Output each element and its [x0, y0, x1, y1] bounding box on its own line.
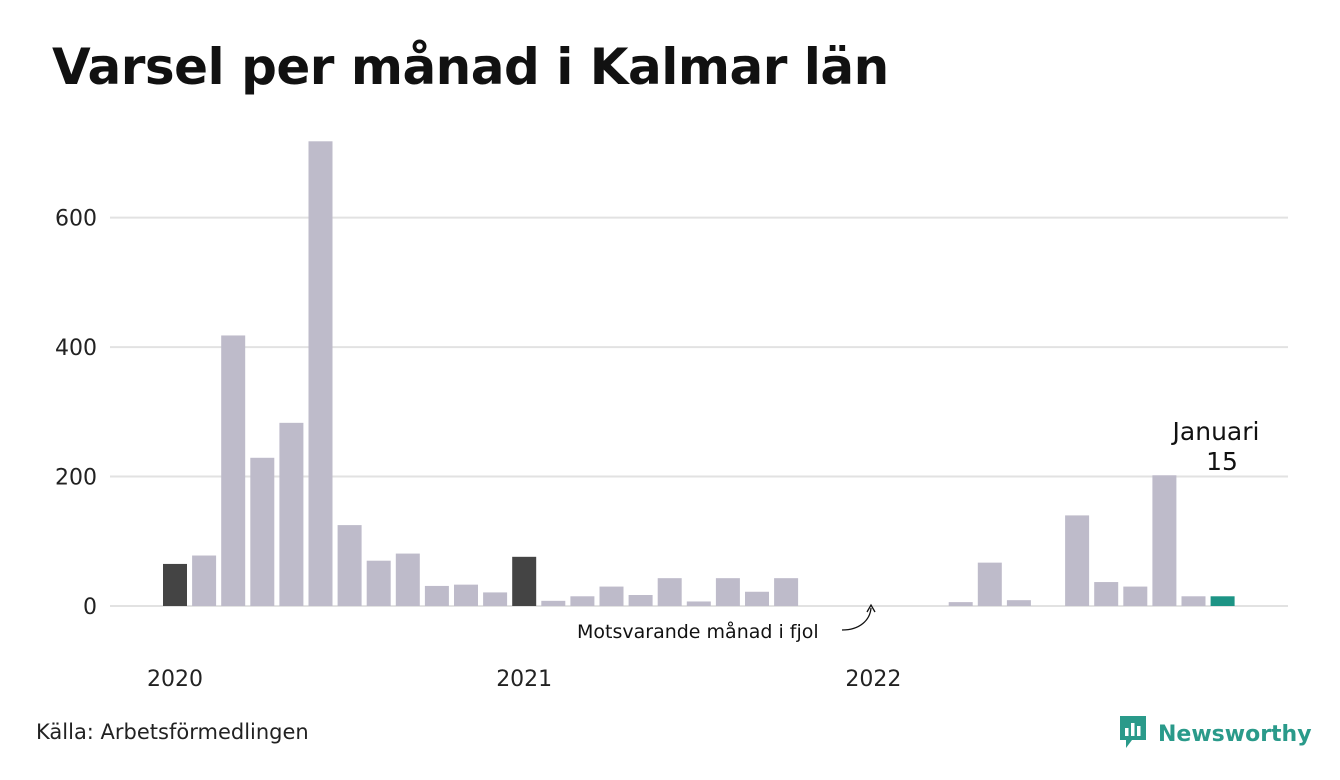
- bar-2021-05: [628, 594, 653, 606]
- bar-chart: 0 200 400 600 2020 2021 2022 Motsvarande måna…: [55, 141, 1288, 692]
- bar-2022-04: [948, 602, 973, 606]
- bar-2021-10: [774, 578, 799, 606]
- x-tick-label: 2021: [496, 667, 552, 692]
- bar-2020-09: [395, 553, 420, 606]
- grid-lines: [110, 216, 1288, 607]
- newsworthy-logo-icon: [1118, 714, 1148, 754]
- highlight-month-label: Januari: [1171, 417, 1260, 446]
- source-note: Källa: Arbetsförmedlingen: [36, 720, 309, 744]
- bar-2021-03: [570, 596, 595, 606]
- bar-2021-07: [686, 601, 711, 606]
- bar-2020-02: [192, 555, 217, 606]
- bar-2022-10: [1123, 586, 1148, 606]
- bar-2020-05: [279, 422, 304, 606]
- bar-2020-03: [221, 335, 246, 606]
- comparison-note: Motsvarande månad i fjol: [577, 620, 819, 643]
- x-tick-label: 2022: [845, 667, 901, 692]
- highlight-value-label: 15: [1206, 447, 1238, 476]
- bar-2023-01: [1210, 596, 1235, 606]
- bar-2021-08: [715, 578, 740, 606]
- bar-2022-11: [1152, 475, 1177, 606]
- bar-2020-08: [366, 560, 391, 606]
- bar-2020-11: [454, 584, 478, 606]
- bar-2021-04: [599, 586, 624, 606]
- x-axis-ticks: 2020 2021 2022: [147, 667, 901, 692]
- bar-2021-02: [541, 600, 566, 606]
- bar-2020-06: [308, 141, 333, 607]
- comparison-arrow-head: [866, 603, 876, 613]
- annotations: Motsvarande månad i fjol Januari 15: [577, 417, 1259, 643]
- bars: [163, 141, 1235, 607]
- y-axis-ticks: 0 200 400 600: [55, 207, 97, 620]
- bar-2020-01: [163, 563, 187, 606]
- brand-name: Newsworthy: [1158, 721, 1312, 747]
- bar-2020-12: [483, 592, 508, 606]
- bar-2021-09: [745, 591, 769, 606]
- brand[interactable]: Newsworthy: [1118, 714, 1312, 754]
- bar-2022-06: [1006, 600, 1031, 606]
- y-tick-label: 0: [83, 595, 97, 620]
- chart-title: Varsel per månad i Kalmar län: [52, 38, 889, 96]
- bar-2022-08: [1065, 515, 1090, 606]
- bar-2020-04: [250, 457, 275, 606]
- bar-2022-12: [1181, 596, 1206, 606]
- bar-2022-09: [1094, 582, 1119, 606]
- bar-2020-10: [424, 585, 449, 606]
- bar-2021-01: [512, 556, 537, 606]
- bar-2022-05: [977, 562, 1002, 606]
- comparison-arrow: [841, 607, 872, 631]
- bar-2021-06: [657, 578, 682, 606]
- y-tick-label: 200: [55, 466, 97, 491]
- y-tick-label: 400: [55, 336, 97, 361]
- y-tick-label: 600: [55, 207, 97, 232]
- x-tick-label: 2020: [147, 667, 203, 692]
- bar-2020-07: [337, 525, 362, 606]
